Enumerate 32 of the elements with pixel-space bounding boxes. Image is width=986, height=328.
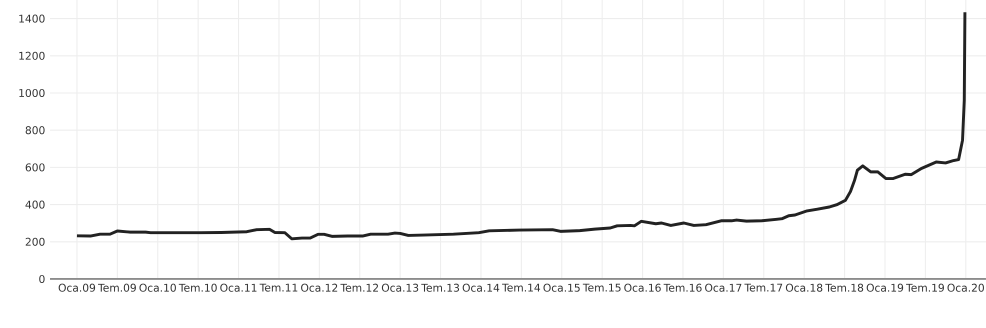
x-tick-label: Tem.09 <box>98 284 136 292</box>
x-tick-label: Oca.12 <box>301 284 338 292</box>
x-tick-label: Oca.09 <box>58 284 96 292</box>
x-tick-label: Tem.12 <box>340 284 378 292</box>
x-tick-label: Tem.15 <box>582 284 621 292</box>
x-tick-label: Oca.11 <box>220 284 256 292</box>
y-tick-label: 1000 <box>19 88 45 98</box>
x-tick-label: Oca.20 <box>948 284 984 292</box>
line-series <box>75 10 966 240</box>
x-tick-label: Oca.14 <box>462 284 500 292</box>
x-tick-label: Tem.17 <box>744 284 782 292</box>
x-tick-label: Oca.19 <box>866 284 904 292</box>
x-tick-label: Oca.17 <box>705 284 742 292</box>
x-tick-label: Oca.13 <box>382 284 418 292</box>
y-tick-label: 400 <box>25 200 45 209</box>
x-tick-label: Tem.18 <box>825 284 864 292</box>
y-tick-label: 1200 <box>19 52 45 60</box>
x-tick-label: Tem.16 <box>664 284 702 292</box>
x-tick-label: Tem.11 <box>260 284 298 292</box>
y-tick-label: 0 <box>39 274 45 284</box>
x-tick-label: Tem.13 <box>421 284 460 292</box>
y-tick-label: 600 <box>26 163 45 172</box>
x-tick-label: Oca.15 <box>543 284 580 292</box>
x-tick-label: Oca.10 <box>139 284 176 292</box>
x-tick-label: Tem.10 <box>178 284 217 292</box>
x-tick-label: Oca.16 <box>624 284 661 292</box>
x-tick-label: Tem.14 <box>502 284 540 292</box>
y-tick-label: 800 <box>26 126 45 134</box>
y-tick-label: 1400 <box>19 14 45 23</box>
x-tick-label: Tem.19 <box>906 284 944 292</box>
x-tick-label: Oca.18 <box>786 284 822 292</box>
y-tick-label: 200 <box>26 238 45 246</box>
